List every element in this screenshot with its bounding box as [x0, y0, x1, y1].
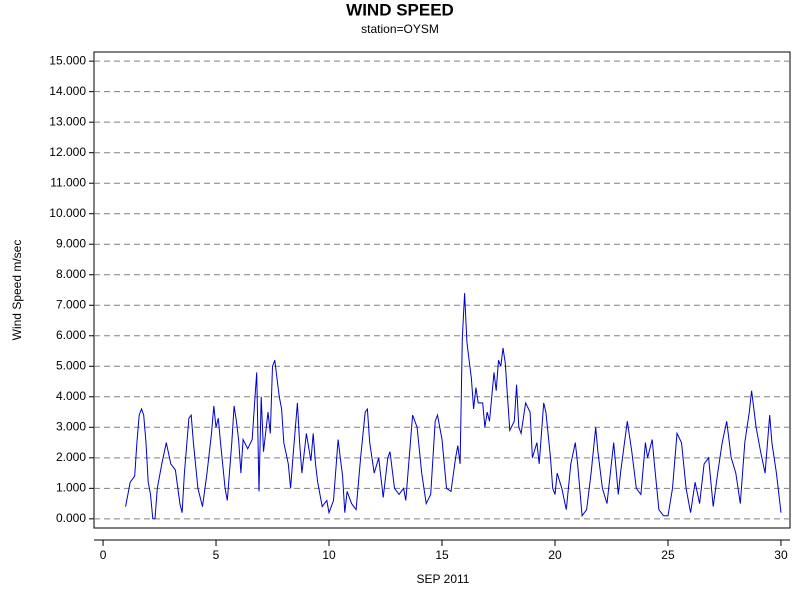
- data-line: [125, 293, 782, 520]
- y-tick-label: 0.000: [56, 511, 86, 525]
- y-tick-label: 6.000: [56, 328, 86, 342]
- y-tick-label: 5.000: [56, 358, 86, 372]
- y-tick-label: 7.000: [56, 297, 86, 311]
- y-tick-label: 8.000: [56, 267, 86, 281]
- y-tick-label: 15.000: [49, 53, 86, 67]
- y-axis-label: Wind Speed m/sec: [10, 240, 24, 341]
- x-tick-label: 30: [774, 548, 788, 562]
- y-tick-label: 14.000: [49, 84, 86, 98]
- y-tick-label: 11.000: [50, 175, 86, 189]
- y-tick-label: 2.000: [56, 450, 86, 464]
- x-tick-label: 0: [100, 548, 107, 562]
- y-tick-label: 9.000: [56, 236, 86, 250]
- y-tick-label: 1.000: [56, 481, 86, 495]
- x-axis-label: SEP 2011: [417, 572, 470, 586]
- x-tick-label: 25: [661, 548, 675, 562]
- x-tick-label: 10: [322, 548, 336, 562]
- x-tick-label: 5: [213, 548, 220, 562]
- y-tick-label: 12.000: [49, 145, 86, 159]
- x-tick-label: 15: [435, 548, 449, 562]
- chart-subtitle: station=OYSM: [361, 22, 439, 36]
- chart-title: WIND SPEED: [346, 0, 454, 19]
- y-tick-label: 13.000: [49, 114, 86, 128]
- y-tick-label: 3.000: [56, 419, 86, 433]
- x-tick-label: 20: [548, 548, 562, 562]
- y-tick-label: 10.000: [49, 206, 86, 220]
- y-tick-label: 4.000: [56, 389, 86, 403]
- plot-frame: [93, 51, 791, 529]
